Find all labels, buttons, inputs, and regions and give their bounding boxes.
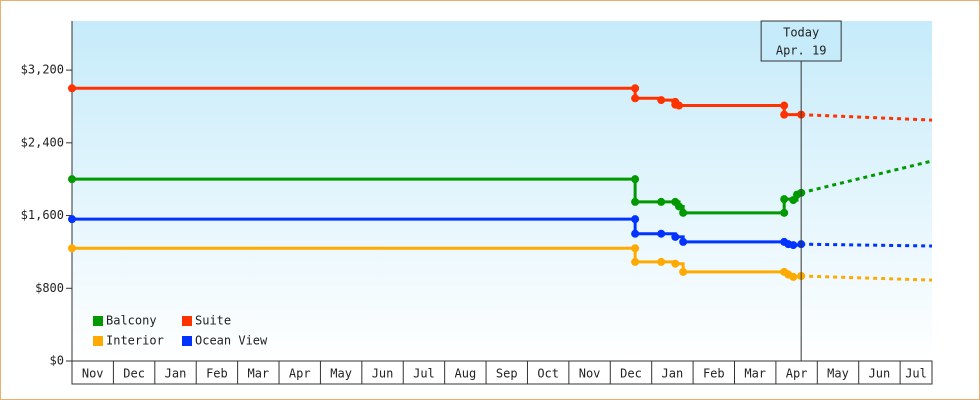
- price-point: [657, 197, 666, 206]
- x-tick-label: Jun: [869, 367, 891, 381]
- x-tick-label: Jan: [662, 367, 684, 381]
- x-tick-label: Nov: [579, 367, 601, 381]
- price-point: [68, 175, 76, 184]
- price-point: [631, 244, 640, 253]
- price-point: [657, 229, 666, 238]
- x-tick-label: Feb: [206, 367, 228, 381]
- price-point: [671, 232, 680, 241]
- x-tick-label: Dec: [620, 367, 642, 381]
- price-point: [657, 257, 666, 266]
- today-box: [760, 20, 842, 62]
- x-tick-label: Dec: [123, 367, 145, 381]
- y-tick-label: $800: [35, 281, 64, 295]
- x-tick-label: Mar: [247, 367, 269, 381]
- price-point: [789, 241, 798, 250]
- forecast-line: [800, 159, 933, 195]
- price-point: [780, 208, 789, 217]
- x-tick-label: Jul: [905, 367, 927, 381]
- x-tick-label: Aug: [455, 367, 477, 381]
- price-point: [671, 259, 680, 268]
- plot-background: [72, 21, 932, 361]
- x-tick-label: Jul: [413, 367, 435, 381]
- x-tick-label: Sep: [496, 367, 518, 381]
- price-point: [780, 110, 789, 119]
- price-point: [679, 208, 688, 217]
- x-tick-label: May: [330, 367, 352, 381]
- price-point: [68, 215, 76, 224]
- price-point: [679, 267, 688, 276]
- price-point: [631, 229, 640, 238]
- legend-label: Suite: [195, 314, 231, 328]
- price-point: [631, 175, 640, 184]
- today-label: Today: [783, 26, 819, 40]
- legend-label: Ocean View: [195, 334, 268, 348]
- price-point: [631, 94, 640, 103]
- y-tick-label: $2,400: [21, 135, 64, 149]
- price-point: [631, 257, 640, 266]
- legend-swatch: [182, 316, 192, 326]
- x-tick-label: Oct: [537, 367, 559, 381]
- price-point: [789, 272, 798, 281]
- x-tick-label: Jun: [372, 367, 394, 381]
- y-tick-label: $1,600: [21, 208, 64, 222]
- price-point: [631, 197, 640, 206]
- x-tick-label: Mar: [744, 367, 766, 381]
- price-point: [780, 101, 789, 110]
- legend-swatch: [182, 336, 192, 346]
- price-point: [675, 101, 684, 110]
- price-point: [68, 84, 76, 93]
- x-tick-label: Apr: [289, 367, 311, 381]
- x-tick-label: Nov: [82, 367, 104, 381]
- price-point: [679, 237, 688, 246]
- legend-label: Balcony: [106, 314, 157, 328]
- price-point: [68, 244, 76, 253]
- price-point: [780, 195, 789, 204]
- forecast-line: [801, 242, 933, 248]
- x-tick-label: May: [827, 367, 849, 381]
- y-tick-label: $3,200: [21, 63, 64, 77]
- forecast-line: [801, 113, 933, 122]
- today-date: Apr. 19: [776, 44, 827, 58]
- y-tick-label: $0: [50, 354, 64, 368]
- price-point: [631, 215, 640, 224]
- x-tick-label: Feb: [703, 367, 725, 381]
- legend-label: Interior: [106, 334, 164, 348]
- legend-swatch: [93, 316, 103, 326]
- price-point: [675, 202, 684, 211]
- price-point: [657, 96, 666, 105]
- legend-swatch: [93, 336, 103, 346]
- x-tick-label: Apr: [786, 367, 808, 381]
- x-tick-label: Jan: [165, 367, 187, 381]
- forecast-line: [801, 274, 933, 282]
- price-point: [631, 84, 640, 93]
